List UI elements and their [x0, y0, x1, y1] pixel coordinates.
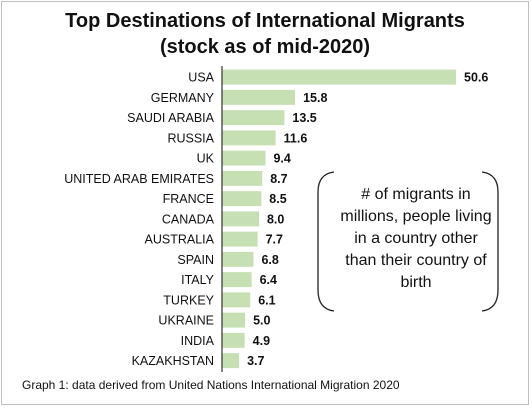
value-label: 8.7 — [270, 172, 287, 186]
bar-italy — [222, 272, 252, 288]
figure-caption: Graph 1: data derived from United Nation… — [22, 378, 400, 392]
value-label: 15.8 — [303, 91, 327, 105]
category-label: FRANCE — [163, 192, 214, 206]
category-label: RUSSIA — [167, 131, 214, 145]
category-label: KAZAKHSTAN — [132, 354, 214, 368]
bar-saudi-arabia — [222, 110, 285, 126]
bar-turkey — [222, 292, 251, 308]
bar-canada — [222, 211, 259, 227]
annotation-brace — [317, 171, 499, 312]
right-brace — [481, 171, 499, 312]
bar-spain — [222, 251, 254, 267]
bar-ukraine — [222, 312, 246, 328]
category-label: AUSTRALIA — [145, 233, 215, 247]
category-label: CANADA — [162, 212, 215, 226]
value-label: 5.0 — [253, 314, 270, 328]
chart-title: Top Destinations of International Migran… — [65, 10, 465, 32]
category-label: UKRAINE — [158, 314, 214, 328]
value-label: 8.5 — [269, 192, 286, 206]
category-label: ITALY — [181, 273, 215, 287]
value-label: 8.0 — [267, 212, 284, 226]
value-label: 13.5 — [292, 111, 316, 125]
category-label: UNITED ARAB EMIRATES — [64, 172, 214, 186]
left-brace — [317, 171, 335, 312]
bar-germany — [222, 89, 296, 105]
chart-annotation: # of migrants in millions, people living… — [340, 186, 492, 291]
bar-united-arab-emirates — [222, 170, 263, 186]
bar-russia — [222, 130, 276, 146]
bar-india — [222, 332, 245, 348]
value-label: 9.4 — [273, 152, 290, 166]
category-label: SPAIN — [177, 253, 214, 267]
category-label: UK — [197, 152, 215, 166]
value-label: 7.7 — [266, 233, 283, 247]
chart-title-block: Top Destinations of International Migran… — [0, 8, 530, 60]
bar-australia — [222, 231, 258, 247]
value-label: 6.8 — [261, 253, 278, 267]
bar-uk — [222, 150, 266, 166]
value-label: 3.7 — [247, 354, 264, 368]
value-label: 11.6 — [284, 131, 308, 145]
bar-usa — [222, 69, 456, 85]
bar-kazakhstan — [222, 353, 240, 369]
value-label: 50.6 — [464, 71, 488, 85]
value-label: 4.9 — [253, 334, 270, 348]
value-label: 6.4 — [260, 273, 277, 287]
category-label: INDIA — [181, 334, 215, 348]
bar-france — [222, 191, 262, 207]
chart-subtitle: (stock as of mid-2020) — [159, 36, 371, 58]
category-label: TURKEY — [163, 293, 214, 307]
value-label: 6.1 — [258, 293, 275, 307]
bars-group: USA 50.6 GERMANY 15.8 SAUDI ARABIA 13.5 RUSSIA… — [64, 69, 488, 369]
category-label: GERMANY — [151, 91, 215, 105]
category-label: USA — [188, 71, 214, 85]
category-label: SAUDI ARABIA — [127, 111, 214, 125]
